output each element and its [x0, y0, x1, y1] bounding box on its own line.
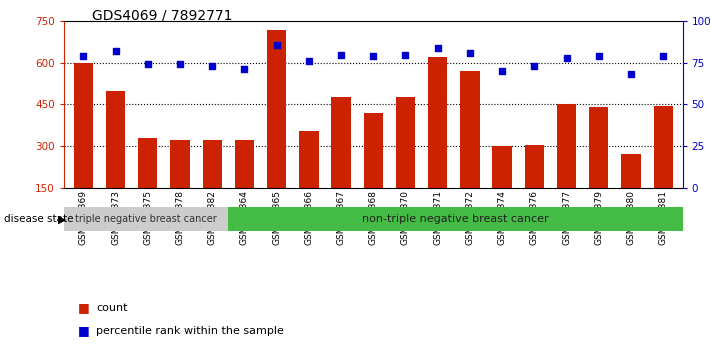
Bar: [331, 97, 351, 188]
Bar: [267, 29, 287, 188]
Text: ■: ■: [78, 325, 90, 337]
Bar: [363, 113, 383, 188]
Bar: [138, 138, 157, 188]
Bar: [653, 106, 673, 188]
Point: [271, 42, 282, 47]
Text: count: count: [96, 303, 127, 313]
Bar: [589, 107, 609, 188]
Bar: [171, 141, 190, 188]
Point: [109, 48, 121, 54]
Point: [142, 62, 154, 67]
Text: triple negative breast cancer: triple negative breast cancer: [75, 213, 217, 224]
Point: [239, 67, 250, 72]
Bar: [557, 104, 576, 188]
Bar: [621, 154, 641, 188]
Point: [626, 72, 637, 77]
Point: [368, 53, 379, 59]
Point: [432, 45, 444, 51]
Text: ■: ■: [78, 302, 90, 314]
Text: percentile rank within the sample: percentile rank within the sample: [96, 326, 284, 336]
Point: [77, 53, 89, 59]
Point: [206, 63, 218, 69]
Bar: [228, 207, 683, 230]
Bar: [203, 141, 222, 188]
Bar: [235, 141, 254, 188]
Point: [529, 63, 540, 69]
Point: [593, 53, 604, 59]
Point: [303, 58, 314, 64]
Text: disease state: disease state: [4, 215, 73, 224]
Point: [561, 55, 572, 61]
Bar: [74, 63, 93, 188]
Bar: [396, 97, 415, 188]
Bar: [428, 57, 447, 188]
Point: [496, 68, 508, 74]
Bar: [493, 146, 512, 188]
Point: [658, 53, 669, 59]
Point: [174, 62, 186, 67]
Point: [336, 52, 347, 57]
Text: GDS4069 / 7892771: GDS4069 / 7892771: [92, 9, 233, 23]
Bar: [525, 145, 544, 188]
Bar: [64, 207, 228, 230]
Bar: [299, 131, 319, 188]
Text: non-triple negative breast cancer: non-triple negative breast cancer: [362, 213, 549, 224]
Bar: [106, 91, 125, 188]
Point: [464, 50, 476, 56]
Text: ▶: ▶: [58, 215, 67, 224]
Bar: [460, 71, 480, 188]
Point: [400, 52, 411, 57]
